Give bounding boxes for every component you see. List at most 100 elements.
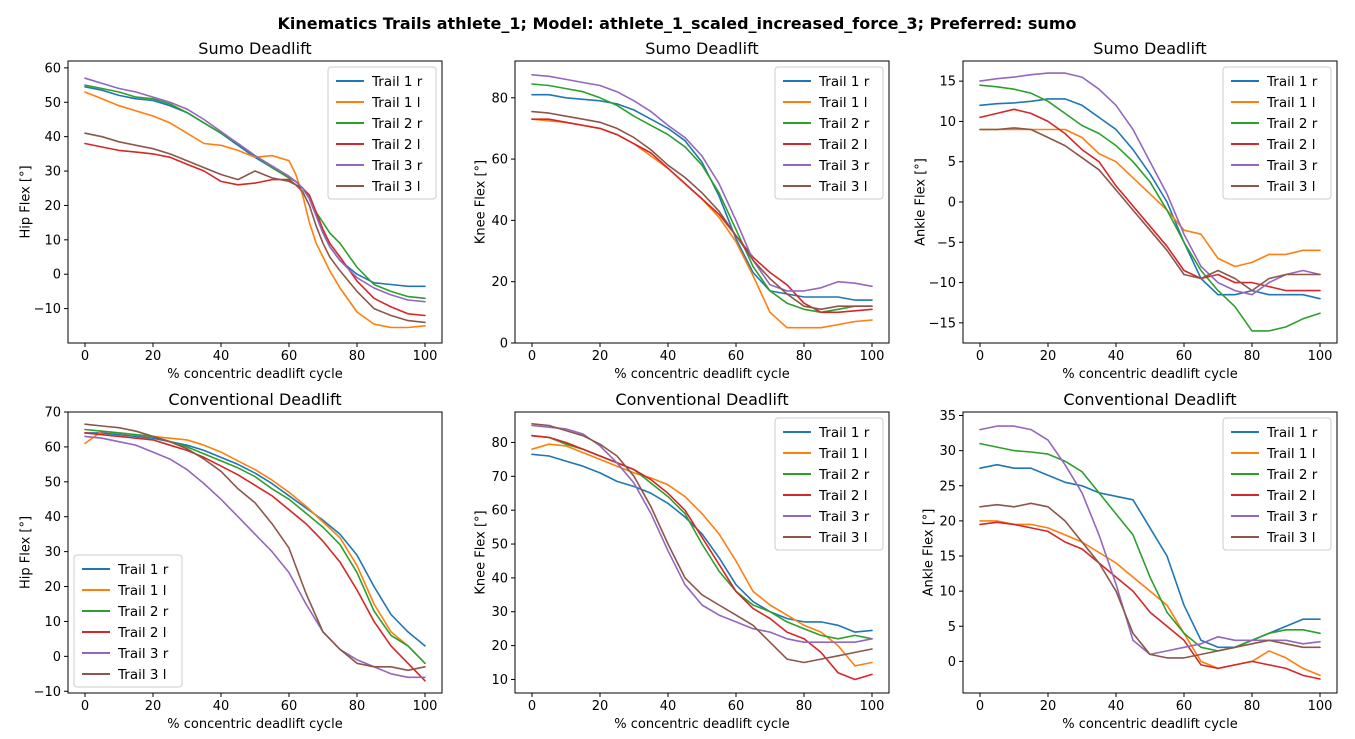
legend-label: Trail 2 r xyxy=(117,604,169,620)
y-tick-label: 5 xyxy=(948,620,956,635)
y-tick-label: 20 xyxy=(491,275,508,290)
series-line xyxy=(531,118,873,314)
legend-label: Trail 3 l xyxy=(1266,179,1316,195)
series-line xyxy=(84,432,426,682)
legend-label: Trail 3 l xyxy=(818,179,868,195)
legend-label: Trail 1 l xyxy=(818,95,868,111)
series-line xyxy=(531,434,873,681)
series-line xyxy=(84,435,426,679)
y-tick-label: 20 xyxy=(44,580,61,595)
y-tick-label: 20 xyxy=(939,514,956,529)
x-tick-label: 40 xyxy=(1108,699,1125,714)
y-tick-label: 20 xyxy=(491,639,508,654)
legend-label: Trail 3 r xyxy=(818,509,870,525)
legend-label: Trail 1 l xyxy=(371,95,421,111)
y-tick-label: 10 xyxy=(44,233,61,248)
x-tick-label: 80 xyxy=(1244,349,1261,364)
x-tick-label: 60 xyxy=(1176,349,1193,364)
legend-label: Trail 1 l xyxy=(117,583,167,599)
legend-label: Trail 2 r xyxy=(818,116,870,132)
legend-label: Trail 2 r xyxy=(818,467,870,483)
series-line xyxy=(84,423,426,672)
legend-label: Trail 1 r xyxy=(117,562,169,578)
y-tick-label: −15 xyxy=(929,316,956,331)
x-tick-label: 20 xyxy=(145,349,162,364)
series-line xyxy=(531,110,873,311)
axes-frame xyxy=(67,60,443,344)
x-tick-label: 100 xyxy=(1308,349,1333,364)
y-tick-label: 30 xyxy=(44,165,61,180)
legend-label: Trail 2 r xyxy=(371,116,423,132)
legend-label: Trail 3 l xyxy=(371,179,421,195)
legend-label: Trail 1 l xyxy=(818,446,868,462)
legend: Trail 1 r Trail 1 l Trail 2 r Trail 2 l Trai… xyxy=(774,66,884,200)
series-line xyxy=(84,142,426,317)
panel-title: Sumo Deadlift xyxy=(645,39,758,58)
axes-frame xyxy=(514,411,890,694)
series-line xyxy=(979,98,1321,300)
x-tick-label: 20 xyxy=(1040,699,1057,714)
y-tick-label: 70 xyxy=(491,470,508,485)
legend-label: Trail 1 r xyxy=(818,425,870,441)
series-line xyxy=(979,442,1321,652)
y-tick-label: 60 xyxy=(44,440,61,455)
x-axis-label: % concentric deadlift cycle xyxy=(1062,367,1237,382)
x-tick-label: 40 xyxy=(660,349,677,364)
legend-label: Trail 3 r xyxy=(371,158,423,174)
y-tick-label: 25 xyxy=(939,479,956,494)
series-line xyxy=(531,83,873,314)
x-tick-label: 40 xyxy=(660,699,677,714)
chart-panel: Sumo Deadlift 0 20 40 60 80 100 −10 0 10 20 30 40 50 6… xyxy=(18,39,443,382)
series-line xyxy=(84,84,426,300)
legend-label: Trail 3 l xyxy=(117,667,167,683)
series-line xyxy=(84,77,426,303)
series-line xyxy=(979,502,1321,659)
x-tick-label: 80 xyxy=(796,349,813,364)
legend: Trail 1 r Trail 1 l Trail 2 r Trail 2 l Trai… xyxy=(774,417,884,551)
x-tick-label: 60 xyxy=(728,699,745,714)
legend: Trail 1 r Trail 1 l Trail 2 r Trail 2 l Trai… xyxy=(73,554,183,688)
legend-label: Trail 2 l xyxy=(818,488,868,504)
series-line xyxy=(979,72,1321,296)
x-tick-label: 60 xyxy=(728,349,745,364)
x-tick-label: 0 xyxy=(81,349,89,364)
y-tick-label: 40 xyxy=(44,510,61,525)
legend-label: Trail 1 l xyxy=(1266,95,1316,111)
x-tick-label: 0 xyxy=(976,349,984,364)
x-tick-label: 40 xyxy=(213,349,230,364)
y-tick-label: 40 xyxy=(491,214,508,229)
legend-label: Trail 1 r xyxy=(371,74,423,90)
y-axis-label: Knee Flex [°] xyxy=(474,510,489,594)
x-tick-label: 20 xyxy=(145,699,162,714)
y-tick-label: 15 xyxy=(939,550,956,565)
y-tick-label: 40 xyxy=(44,130,61,145)
y-tick-label: −5 xyxy=(937,236,956,251)
y-tick-label: 0 xyxy=(948,196,956,211)
y-axis-label: Ankle Flex [°] xyxy=(922,509,937,597)
series-line xyxy=(531,422,873,664)
x-tick-label: 80 xyxy=(349,349,366,364)
x-axis-label: % concentric deadlift cycle xyxy=(614,367,789,382)
series-line xyxy=(531,443,873,667)
x-tick-label: 0 xyxy=(976,699,984,714)
y-axis-label: Hip Flex [°] xyxy=(18,165,33,238)
series-line xyxy=(531,74,873,292)
series-line xyxy=(84,428,426,665)
axes-frame xyxy=(962,411,1338,694)
legend-label: Trail 3 r xyxy=(818,158,870,174)
x-tick-label: 0 xyxy=(528,699,536,714)
y-tick-label: 10 xyxy=(44,615,61,630)
y-tick-label: 50 xyxy=(44,96,61,111)
y-tick-label: 10 xyxy=(939,115,956,130)
x-axis-label: % concentric deadlift cycle xyxy=(167,367,342,382)
series-line xyxy=(531,93,873,301)
y-axis-label: Hip Flex [°] xyxy=(18,516,33,589)
legend-label: Trail 2 l xyxy=(1266,488,1316,504)
y-axis-label: Knee Flex [°] xyxy=(474,160,489,244)
x-axis-label: % concentric deadlift cycle xyxy=(614,717,789,732)
panel-title: Sumo Deadlift xyxy=(1093,39,1206,58)
x-axis-label: % concentric deadlift cycle xyxy=(1062,717,1237,732)
y-tick-label: 30 xyxy=(491,605,508,620)
y-tick-label: 70 xyxy=(44,406,61,421)
series-line xyxy=(979,128,1321,268)
